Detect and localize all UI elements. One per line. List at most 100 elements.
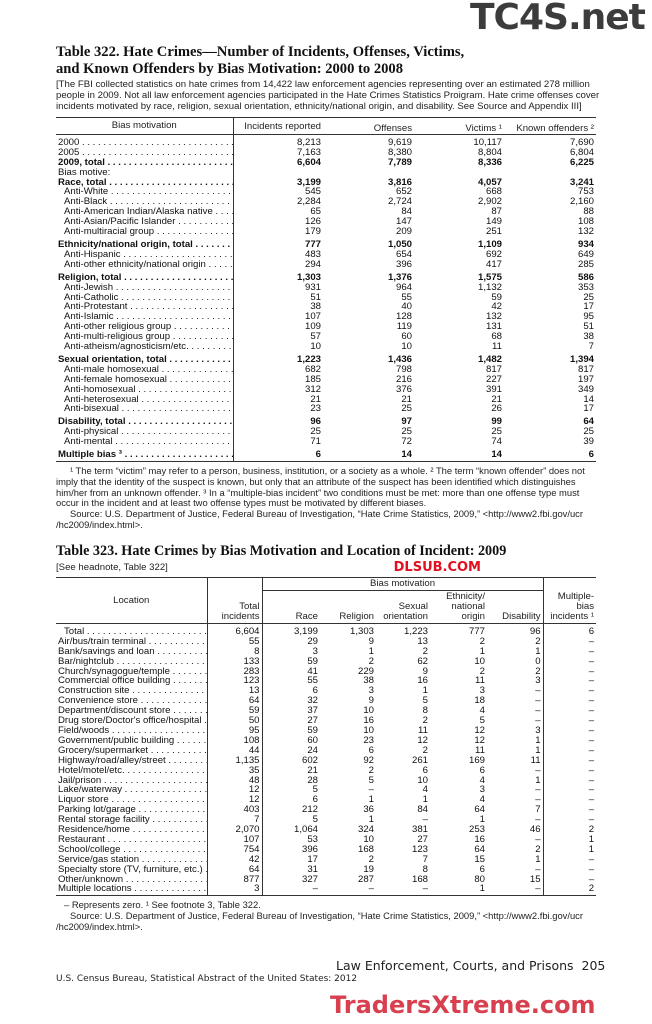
row-label-cell: Grocery/supermarket [56,745,208,756]
row-value: 149 [485,216,502,228]
row-value: 216 [395,373,412,385]
row-label-cell: Anti-Hispanic [56,249,234,260]
row-label: Anti-other ethnicity/national origin [64,260,232,270]
row-value: 44 [207,745,263,756]
table-322-title: Table 322. Hate Crimes—Number of Inciden… [56,44,601,77]
row-value: 133 [207,656,263,667]
row-label: Multiple bias ³ [58,449,232,460]
row-value: 71 [310,436,321,448]
table-row: Anti-multi-religious group 57 60 68 38 [56,332,596,343]
table-row: Disability, total 96 97 99 64 [56,414,596,428]
row-value: 8 [207,646,263,657]
row-label-cell: 2000 [56,134,234,148]
row-value: 12 [417,734,428,746]
row-label: Ethnicity/national origin, total [58,239,232,250]
row-value: 15 [474,853,485,865]
row-label: Other/unknown [58,875,206,885]
row-value: 107 [207,835,263,845]
row-value: 6,604 [207,623,263,637]
row-value: 10 [363,833,374,845]
row-value: 35 [207,765,263,776]
row-value: 396 [301,843,318,855]
row-value: 64 [474,843,485,855]
table-row: Field/woods95 59 10 11 123 – [56,726,596,736]
row-value: 14 [414,447,504,463]
table-row: School/college754 396 168 123 642 1 [56,843,596,855]
row-value: 109 [304,321,321,333]
row-value: 29 [307,635,318,647]
table-row: Government/public building108602312121– [56,734,596,746]
row-value: 8,804 [477,146,502,158]
row-value: 312 [304,383,321,395]
row-value: 349 [577,383,594,395]
table-row: Highway/road/alley/street1,135 602 92 261 16… [56,754,596,766]
row-value: 3 [487,676,544,687]
row-value: 9 [368,695,374,707]
row-value: 25 [401,403,412,415]
row-value: 25 [491,426,502,438]
row-value: – [588,705,595,717]
row-value: 6,804 [569,146,594,158]
row-value: 6 [588,625,595,637]
table-row: Ethnicity/national origin, total 777 1,050… [56,236,596,250]
row-value: 123 [207,676,263,687]
row-value: 88 [583,206,594,218]
row-value: 381 [411,824,428,836]
row-value: 92 [363,754,374,766]
row-label-cell: Field/woods [56,725,208,736]
row-value: 25 [401,426,412,438]
row-value: 327 [301,873,318,885]
row-label: Anti-Asian/Pacific Islander [64,217,232,227]
row-value: 229 [357,665,374,677]
row-label-cell: Anti-physical [56,427,234,438]
row-value: 7 [487,805,544,816]
row-value: 42 [491,301,502,313]
row-value: 36 [363,804,374,816]
row-label-cell: Commercial office building [56,676,208,687]
row-value: 1,132 [477,281,502,293]
row-value: 753 [577,186,594,198]
row-label: Highway/road/alley/street [58,756,206,766]
row-label-cell: Department/discount store [56,706,208,717]
col-header-known-offenders: Known offenders ² [504,117,596,135]
table-322-body: 2000 8,213 9,619 10,117 7,690 2005 7,163 8,380 8… [56,134,596,463]
row-value: – [487,716,544,726]
row-label-cell: Anti-Jewish [56,282,234,293]
row-value: 12 [207,795,263,806]
row-label-cell: Anti-Catholic [56,292,234,303]
row-label: Liquor store [58,795,206,805]
table-row: Multiple locations3–––1–2 [56,884,597,897]
row-value: – [588,764,595,776]
row-value: 1 [487,646,544,657]
row-value: 353 [577,281,594,293]
row-value: 80 [474,873,485,885]
row-value: 128 [395,311,412,323]
row-value: 6 [312,685,318,697]
row-value: 64 [474,804,485,816]
table-row: Bar/nightclub133 59 2 62 100 – [56,655,596,667]
row-label-cell: Convenience store [56,696,208,707]
row-label: Anti-physical [64,427,232,437]
row-value: 19 [363,863,374,875]
row-value: 1 [487,775,544,786]
watermark-logo: DLSUB.COM [393,560,481,576]
row-value: 2 [543,884,597,897]
row-value: – [487,686,544,697]
row-value: 652 [395,186,412,198]
row-label: 2009, total [58,158,232,168]
row-value: 9,619 [387,136,412,148]
row-value: 64 [207,696,263,707]
row-value: 1,223 [403,625,428,637]
page-content: Table 322. Hate Crimes—Number of Inciden… [56,44,601,933]
row-value: – [588,655,595,667]
row-value: 934 [577,238,594,250]
row-value: 1,436 [387,353,412,365]
table-row: Liquor store126114–– [56,795,596,806]
row-value: 107 [304,311,321,323]
row-label: Bank/savings and loan [58,647,206,657]
row-value: 10 [401,341,412,353]
row-value: 777 [304,238,321,250]
row-value: – [262,884,320,897]
row-value: 18 [474,695,485,707]
col-header-bias: Bias motivation [56,117,234,135]
